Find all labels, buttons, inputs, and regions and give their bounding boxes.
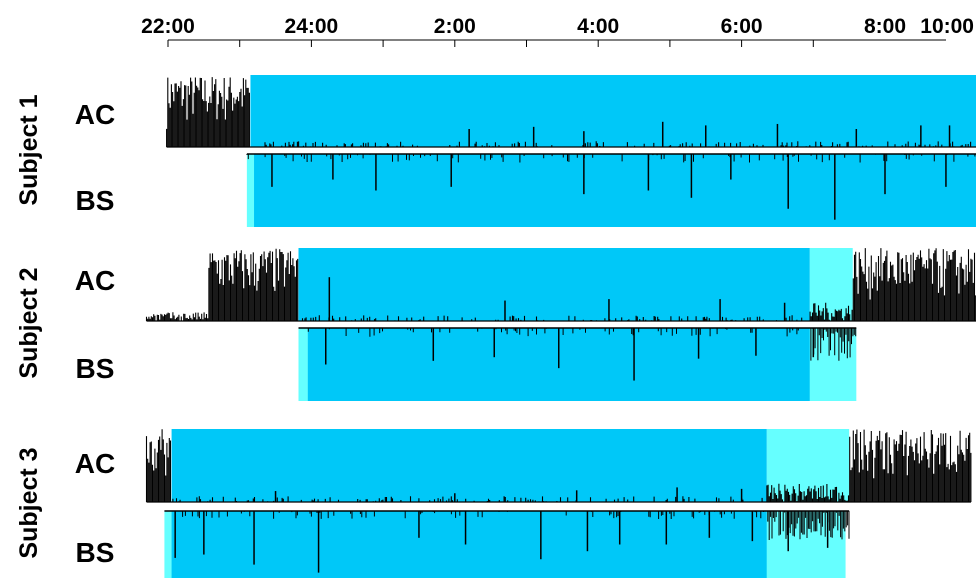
ac-activity-trace <box>145 429 972 502</box>
x-tick-label: 4:00 <box>577 15 619 38</box>
ac-row-label: AC <box>75 99 115 130</box>
x-axis: 22:00 24:00 2:00 4:00 6:00 8:00 10:00 <box>141 15 974 47</box>
bs-row-label: BS <box>76 185 115 216</box>
bs-activity-trace <box>246 154 976 163</box>
bs-row-label: BS <box>76 353 115 384</box>
x-tick-label: 10:00 <box>920 15 974 38</box>
x-tick-label: 6:00 <box>721 15 763 38</box>
bs-row-label: BS <box>76 537 115 568</box>
subject-panel-1: Subject 1 AC BS <box>15 75 976 227</box>
ac-sleep-region <box>250 75 976 147</box>
subject-panel-3: Subject 3 AC BS <box>15 429 972 578</box>
subject-label: Subject 2 <box>15 267 43 378</box>
x-tick-label: 2:00 <box>434 15 476 38</box>
subject-panel-2: Subject 2 AC BS <box>15 248 976 401</box>
ac-sleep-region <box>171 429 767 502</box>
ac-activity-trace <box>166 77 972 147</box>
bs-sleep-region <box>254 154 976 227</box>
x-tick-label: 8:00 <box>864 15 906 38</box>
panels: Subject 1 AC BS Subject 2 AC BS Subject 3 AC BS <box>15 75 976 578</box>
ac-row-label: AC <box>75 265 115 296</box>
x-tick-label: 24:00 <box>285 15 339 38</box>
x-tick-label: 22:00 <box>141 15 195 38</box>
bs-activity-trace <box>307 328 857 361</box>
subject-label: Subject 1 <box>15 94 43 205</box>
ac-row-label: AC <box>75 448 115 479</box>
ac-sleep-region <box>298 248 810 321</box>
subject-label: Subject 3 <box>15 447 43 558</box>
bs-sleep-region <box>171 511 767 578</box>
bs-activity-trace <box>182 511 850 540</box>
